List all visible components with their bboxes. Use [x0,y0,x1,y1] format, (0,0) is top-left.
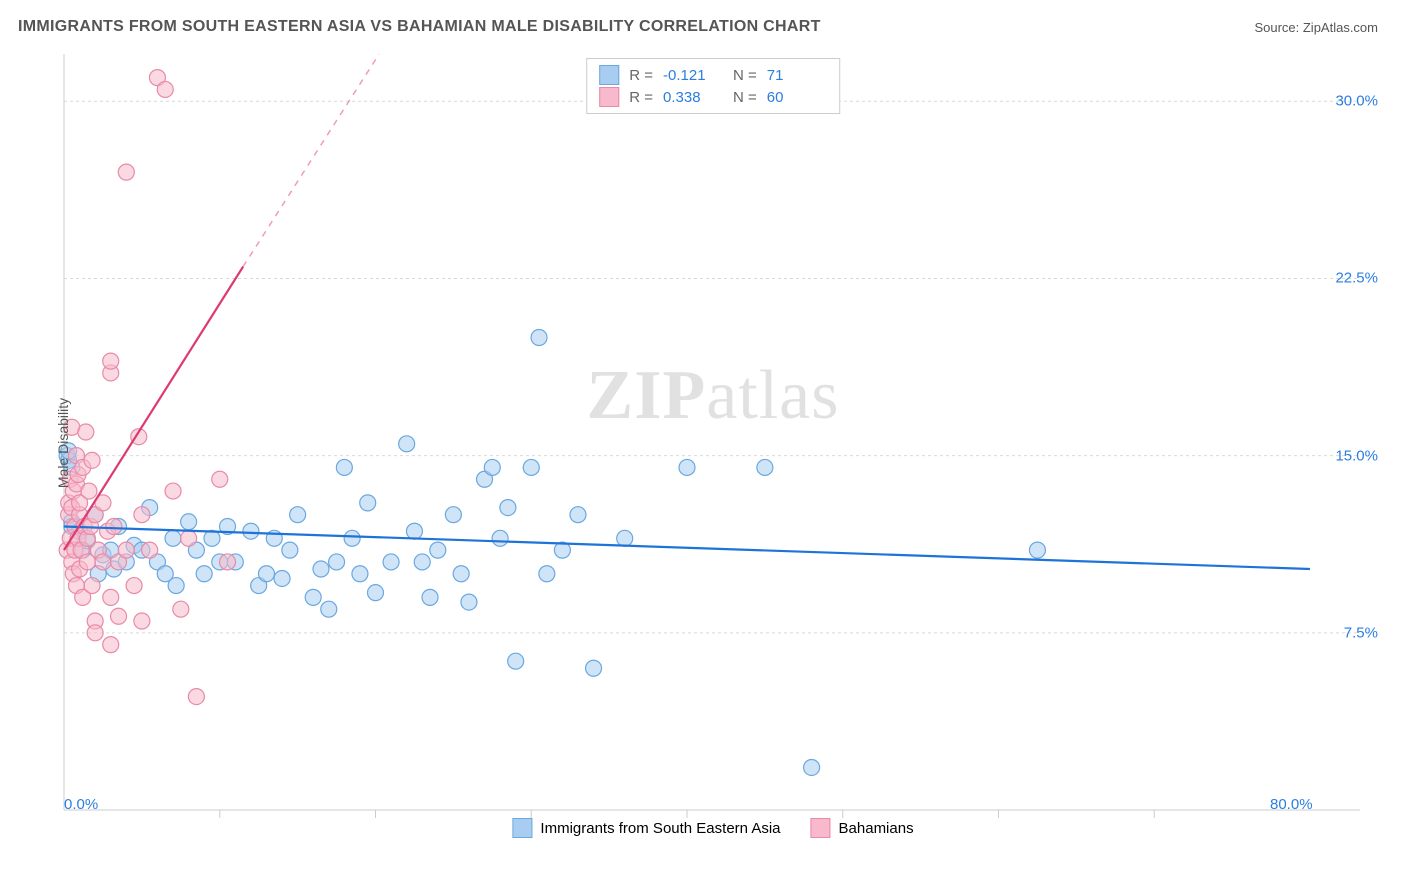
n-value: 71 [767,67,827,84]
n-value: 60 [767,89,827,106]
x-tick-label: 80.0% [1270,796,1313,813]
r-label: R = [629,89,653,106]
legend-swatch [599,87,619,107]
legend-row-seasia: R = -0.121 N = 71 [599,65,827,85]
y-tick-label: 22.5% [1335,270,1378,287]
n-label: N = [733,67,757,84]
r-label: R = [629,67,653,84]
legend-item-seasia: Immigrants from South Eastern Asia [512,818,780,838]
x-tick-label: 0.0% [64,796,98,813]
legend-swatch [512,818,532,838]
r-value: 0.338 [663,89,723,106]
legend-swatch [811,818,831,838]
chart-title: IMMIGRANTS FROM SOUTH EASTERN ASIA VS BA… [18,18,821,36]
source-attribution: Source: ZipAtlas.com [1254,20,1378,35]
legend-item-bahamians: Bahamians [811,818,914,838]
correlation-legend: R = -0.121 N = 71 R = 0.338 N = 60 [586,58,840,114]
legend-label: Bahamians [839,820,914,837]
y-tick-label: 30.0% [1335,93,1378,110]
source-link[interactable]: ZipAtlas.com [1303,20,1378,35]
r-value: -0.121 [663,67,723,84]
legend-swatch [599,65,619,85]
y-tick-label: 7.5% [1344,624,1378,641]
scatter-plot-svg [48,48,1378,838]
legend-label: Immigrants from South Eastern Asia [540,820,780,837]
n-label: N = [733,89,757,106]
chart-container: Male Disability ZIPatlas R =-0.121N =71R… [48,48,1378,838]
legend-row-bahamians: R = 0.338 N = 60 [599,87,827,107]
series-legend: Immigrants from South Eastern Asia Bahami… [512,818,913,838]
y-axis-label: Male Disability [55,398,71,488]
y-tick-label: 15.0% [1335,447,1378,464]
source-label: Source: [1254,20,1302,35]
